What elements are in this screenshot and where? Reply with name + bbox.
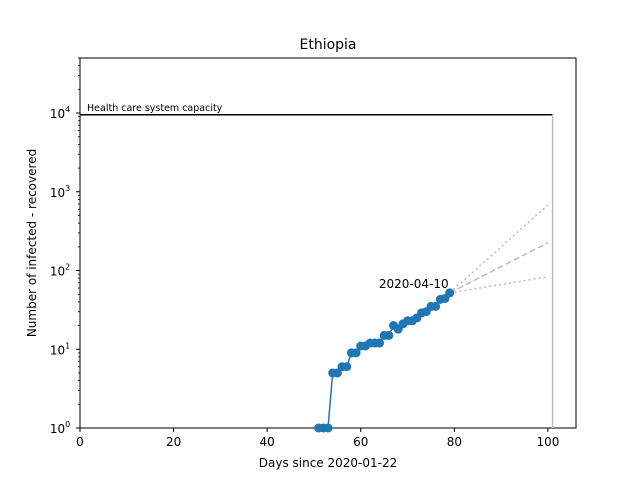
plot-area: [79, 57, 577, 429]
y-tick-label: 101: [50, 341, 70, 357]
projection-line: [449, 276, 549, 294]
y-ticks: 100 101 102 103 104: [50, 57, 80, 436]
data-point: [342, 362, 352, 372]
chart-title: Ethiopia: [299, 37, 356, 53]
date-annotation: 2020-04-10: [379, 277, 449, 291]
data-point: [431, 301, 441, 311]
capacity-label: Health care system capacity: [87, 103, 223, 114]
data-point: [384, 330, 394, 340]
projection-line: [449, 204, 549, 294]
y-tick-label: 100: [50, 420, 70, 436]
y-axis-label: Number of infected - recovered: [25, 149, 39, 337]
y-tick-label: 104: [50, 105, 70, 121]
chart-marks: Health care system capacity 2020-04-10: [80, 103, 554, 433]
data-point: [445, 288, 455, 298]
x-axis-label: Days since 2020-01-22: [259, 456, 398, 470]
x-tick-label: 80: [447, 435, 462, 449]
x-tick-label: 60: [353, 435, 368, 449]
data-point: [374, 338, 384, 348]
x-tick-label: 100: [536, 435, 559, 449]
data-point: [351, 348, 361, 358]
x-ticks: 0 20 40 60 80 100: [76, 428, 559, 449]
x-tick-label: 40: [260, 435, 275, 449]
x-tick-label: 20: [166, 435, 181, 449]
y-tick-label: 102: [50, 263, 70, 279]
x-tick-label: 0: [76, 435, 84, 449]
data-point: [332, 368, 342, 378]
data-point: [323, 423, 333, 433]
projection-line: [449, 242, 549, 294]
y-tick-label: 103: [50, 184, 70, 200]
